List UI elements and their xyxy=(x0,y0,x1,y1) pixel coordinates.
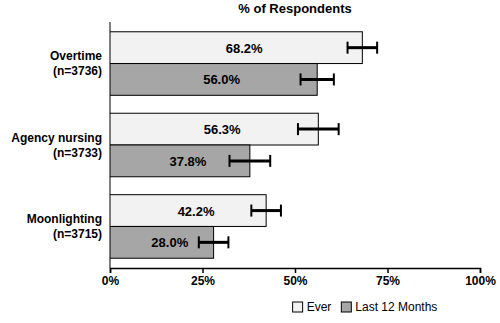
x-tick-mark xyxy=(110,268,112,273)
legend: Ever Last 12 Months xyxy=(293,300,438,314)
error-bar-line xyxy=(230,159,271,162)
error-bar xyxy=(251,205,281,217)
x-tick-label: 50% xyxy=(283,274,307,288)
x-tick-mark xyxy=(295,268,297,273)
error-bar-cap xyxy=(338,123,340,135)
bar xyxy=(110,145,250,177)
data-labels: 68.2% 56.3% 42.2% 56.0% 37.8% 28.0% xyxy=(151,41,263,251)
error-bar-cap xyxy=(269,155,271,167)
x-axis: 0% 25% 50% 75% 100% xyxy=(102,268,496,288)
legend-label: Ever xyxy=(307,300,332,314)
x-tick-mark xyxy=(202,268,204,273)
x-tick: 75% xyxy=(376,268,400,288)
y-tick-label-line: (n=3736) xyxy=(53,64,102,78)
error-bar-cap xyxy=(333,73,335,85)
error-bar-cap xyxy=(280,205,282,217)
y-tick-label: Agency nursing(n=3733) xyxy=(11,131,102,160)
error-bar-line xyxy=(199,241,229,244)
legend-item: Last 12 Months xyxy=(341,300,437,314)
error-bar xyxy=(301,73,334,85)
data-label: 42.2% xyxy=(178,204,215,219)
bar xyxy=(110,113,318,145)
y-tick-label-line: Overtime xyxy=(50,49,102,63)
data-label: 37.8% xyxy=(169,154,206,169)
x-tick-label: 25% xyxy=(191,274,215,288)
error-bar-cap xyxy=(198,236,200,248)
legend-label: Last 12 Months xyxy=(355,300,437,314)
error-bar xyxy=(230,155,271,167)
error-bar-line xyxy=(348,46,378,49)
error-bar-cap xyxy=(250,205,252,217)
error-bar-cap xyxy=(297,123,299,135)
y-tick-label-line: (n=3733) xyxy=(53,146,102,160)
x-tick-label: 100% xyxy=(465,274,496,288)
x-tick: 50% xyxy=(283,268,307,288)
chart: 0% 25% 50% 75% 100% Overtime(n=3736) Agency nu… xyxy=(0,0,500,323)
error-bar-line xyxy=(301,78,334,81)
error-bar xyxy=(348,42,378,54)
error-bar-cap xyxy=(300,73,302,85)
y-tick-label: Moonlighting(n=3715) xyxy=(27,212,102,241)
error-bar xyxy=(199,236,229,248)
x-tick: 25% xyxy=(191,268,215,288)
error-bar xyxy=(298,123,339,135)
error-bar-cap xyxy=(347,42,349,54)
x-tick-label: 75% xyxy=(376,274,400,288)
bar xyxy=(110,32,362,64)
legend-item: Ever xyxy=(293,300,332,314)
legend-swatch xyxy=(293,302,303,312)
bars xyxy=(110,32,377,258)
error-bar-cap xyxy=(376,42,378,54)
x-tick: 100% xyxy=(465,268,496,288)
data-label: 56.0% xyxy=(203,72,240,87)
bar xyxy=(110,195,266,227)
data-label: 68.2% xyxy=(226,41,263,56)
error-bar-line xyxy=(251,209,281,212)
y-tick-label-line: Agency nursing xyxy=(11,131,102,145)
data-label: 28.0% xyxy=(151,235,188,250)
x-tick-mark xyxy=(480,268,482,273)
x-tick-label: 0% xyxy=(102,274,120,288)
error-bar-cap xyxy=(229,155,231,167)
x-tick-mark xyxy=(387,268,389,273)
legend-swatch xyxy=(341,302,351,312)
error-bar-cap xyxy=(227,236,229,248)
y-tick-label-line: (n=3715) xyxy=(53,227,102,241)
y-tick-label: Overtime(n=3736) xyxy=(50,49,102,78)
error-bar-line xyxy=(298,128,339,131)
y-tick-label-line: Moonlighting xyxy=(27,212,102,226)
title: % of Respondents xyxy=(238,1,351,16)
data-label: 56.3% xyxy=(204,122,241,137)
bar xyxy=(110,226,214,258)
x-axis-line xyxy=(111,269,481,274)
x-tick: 0% xyxy=(102,268,120,288)
bar xyxy=(110,64,317,96)
plot: 0% 25% 50% 75% 100% Overtime(n=3736) Agency nu… xyxy=(11,22,496,288)
